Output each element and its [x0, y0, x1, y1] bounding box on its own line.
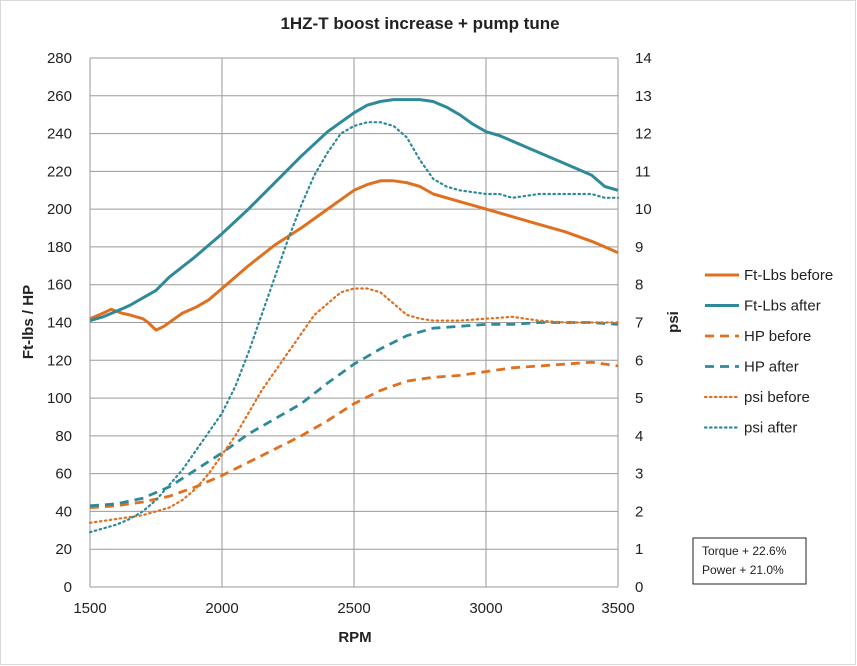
chart-title: 1HZ-T boost increase + pump tune	[280, 14, 559, 33]
x-tick-label: 3000	[469, 600, 502, 617]
y2-tick-label: 0	[635, 579, 643, 596]
y2-axis-label: psi	[665, 311, 682, 333]
series-group	[88, 98, 620, 534]
y-axis-label: Ft-lbs / HP	[20, 285, 37, 359]
y2-tick-label: 14	[635, 50, 652, 67]
torque-gain-text: Torque + 22.6%	[702, 544, 787, 558]
y2-tick-label: 9	[635, 239, 643, 256]
y-tick-label: 240	[47, 126, 72, 143]
y2-tick-label: 1	[635, 541, 643, 558]
x-tick-label: 2000	[205, 600, 238, 617]
y2-tick-label: 13	[635, 88, 652, 105]
legend-label: HP after	[744, 359, 799, 376]
summary-box: Torque + 22.6% Power + 21.0%	[692, 537, 807, 585]
x-tick-label: 3500	[601, 600, 634, 617]
summary-box-border	[692, 537, 807, 585]
y2-tick-label: 7	[635, 315, 643, 332]
legend-label: Ft-Lbs after	[744, 298, 821, 315]
tick-labels: 0 20 40 60 80 100 120 140 160 180 200 220 240 260 280 0…	[47, 50, 652, 617]
power-gain-text: Power + 21.0%	[702, 563, 784, 577]
y2-tick-label: 2	[635, 503, 643, 520]
y-tick-label: 60	[55, 466, 72, 483]
gridlines	[89, 57, 619, 588]
y-tick-label: 120	[47, 352, 72, 369]
y-tick-label: 40	[55, 503, 72, 520]
series-line-hp-after	[89, 321, 619, 508]
y-tick-label: 20	[55, 541, 72, 558]
y-tick-label: 260	[47, 88, 72, 105]
y-tick-label: 280	[47, 50, 72, 67]
y-tick-label: 140	[47, 315, 72, 332]
y2-tick-label: 5	[635, 390, 643, 407]
x-axis-label: RPM	[338, 629, 371, 646]
series-line-psi-after	[88, 121, 620, 534]
x-tick-label: 1500	[73, 600, 106, 617]
y2-tick-label: 8	[635, 277, 643, 294]
y-tick-label: 100	[47, 390, 72, 407]
y2-tick-label: 12	[635, 126, 652, 143]
y2-tick-label: 4	[635, 428, 643, 445]
series-line-hp-before	[89, 360, 619, 509]
y-tick-label: 160	[47, 277, 72, 294]
y-tick-label: 0	[64, 579, 72, 596]
series-line-psi-before	[88, 287, 620, 524]
legend-label: Ft-Lbs before	[744, 267, 833, 284]
y2-tick-label: 6	[635, 352, 643, 369]
y-tick-label: 220	[47, 163, 72, 180]
legend-label: HP before	[744, 328, 811, 345]
y2-tick-label: 11	[635, 163, 651, 180]
legend: Ft-Lbs before Ft-Lbs after HP before HP aft…	[703, 267, 833, 437]
x-tick-label: 2500	[337, 600, 370, 617]
y2-tick-label: 3	[635, 466, 643, 483]
legend-label: psi after	[744, 420, 797, 437]
series-line-ft-lbs-after	[89, 98, 619, 323]
y-tick-label: 180	[47, 239, 72, 256]
series-line-ft-lbs-before	[89, 179, 619, 332]
y-tick-label: 80	[55, 428, 72, 445]
y2-tick-label: 10	[635, 201, 652, 218]
y-tick-label: 200	[47, 201, 72, 218]
legend-label: psi before	[744, 389, 810, 406]
